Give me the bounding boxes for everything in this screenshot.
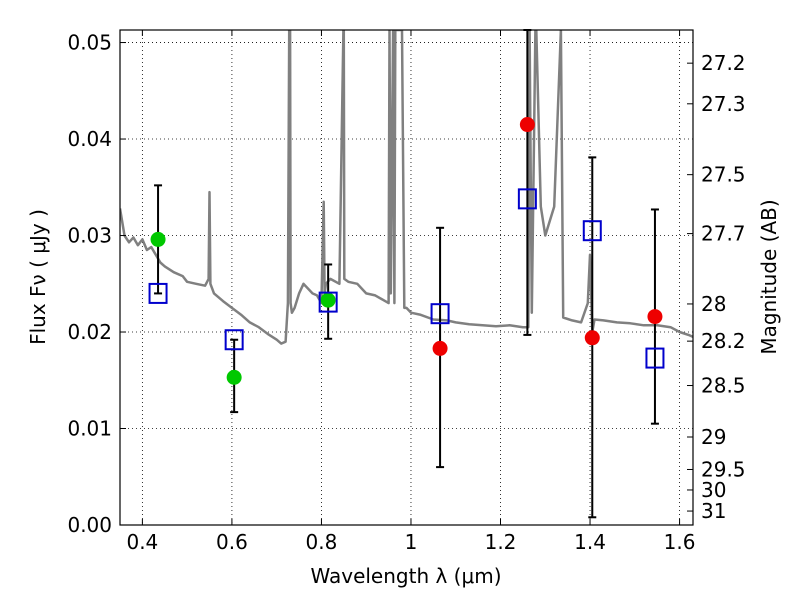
magnitude-tick-label: 27.3 [701,92,746,116]
model-photometry-square [645,347,665,369]
x-tick-label: 1.4 [574,530,606,554]
x-tick-label: 0.6 [216,530,248,554]
magnitude-tick-label: 28 [701,292,726,316]
y-tick-label: 0.03 [67,224,112,248]
magnitude-tick-label: 29.5 [701,457,746,481]
y-axis-label: Flux Fν ( μJy ) [26,209,50,345]
x-axis-label: Wavelength λ (μm) [310,564,501,588]
model-photometry-square [517,188,537,210]
data-points [148,117,665,385]
magnitude-tick-label: 27.7 [701,222,746,246]
y-tick-label: 0.02 [67,320,112,344]
model-photometry-square [582,220,602,242]
x-tick-label: 0.8 [306,530,338,554]
x-tick-label: 1 [405,530,418,554]
grid [120,30,693,526]
axis-ticks: 0.4 0.6 0.8 1 1.2 1.4 1.6 0.00 0.01 0.02 0.03 0.04 0… [67,30,746,554]
green-data-point [150,231,166,247]
x-tick-label: 1.2 [485,530,517,554]
model-layer [120,30,693,345]
model-photometry-square [224,329,244,351]
green-data-point [320,292,336,308]
magnitude-tick-label: 27.2 [701,51,746,75]
magnitude-axis-label: Magnitude (AB) [757,199,781,354]
red-data-point [647,309,663,325]
magnitude-tick-label: 29 [701,425,726,449]
y-tick-label: 0.04 [67,127,112,151]
y-tick-label: 0.01 [67,417,112,441]
y-tick-label: 0.05 [67,31,112,55]
magnitude-tick-label: 31 [701,499,726,523]
model-photometry-square [318,291,338,313]
x-tick-label: 1.6 [664,530,696,554]
plot-background [120,30,693,525]
magnitude-tick-label: 28.2 [701,329,746,353]
red-data-point [519,117,535,133]
model-photometry-square [148,282,168,304]
plot-frame [119,29,694,526]
green-data-point [226,369,242,385]
red-data-point [584,330,600,346]
magnitude-tick-label: 28.5 [701,374,746,398]
y-tick-label: 0.00 [67,513,112,537]
x-tick-label: 0.4 [126,530,158,554]
model-photometry-square [430,303,450,325]
red-data-point [432,340,448,356]
magnitude-tick-label: 30 [701,478,726,502]
magnitude-tick-label: 27.5 [701,163,746,187]
model-spectrum-line [120,30,693,345]
